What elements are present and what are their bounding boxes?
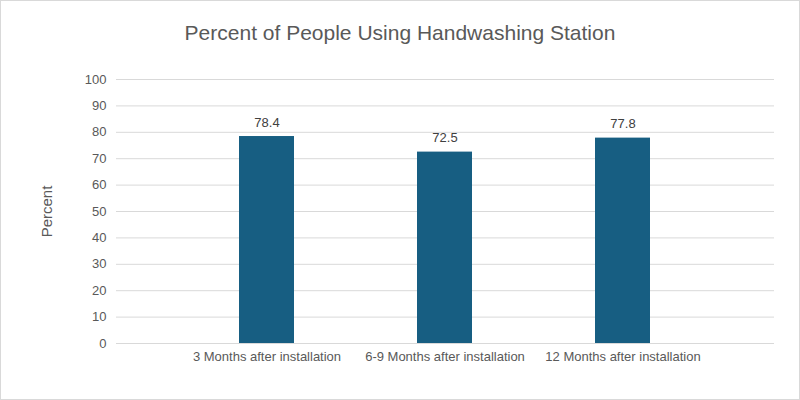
svg-text:72.5: 72.5 — [432, 130, 457, 145]
html-text:Percent of People Using Handwa: Percent of People Using Handwashing Stat… — [184, 21, 616, 44]
svg-text:78.4: 78.4 — [254, 115, 279, 130]
svg-text:60: 60 — [92, 177, 106, 192]
svg-text:30: 30 — [92, 256, 106, 271]
svg-text:12 Months after installation: 12 Months after installation — [545, 349, 700, 364]
svg-text:20: 20 — [92, 283, 106, 298]
svg-text:0: 0 — [99, 336, 106, 351]
svg-text:Percent: Percent — [38, 185, 55, 238]
svg-text:10: 10 — [92, 309, 106, 324]
svg-text:40: 40 — [92, 230, 106, 245]
svg-text:70: 70 — [92, 151, 106, 166]
svg-text:50: 50 — [92, 204, 106, 219]
svg-text:100: 100 — [85, 72, 107, 87]
svg-text:6-9 Months after installation: 6-9 Months after installation — [365, 349, 525, 364]
svg-text:77.8: 77.8 — [610, 116, 635, 131]
svg-text:3 Months after installation: 3 Months after installation — [193, 349, 341, 364]
svg-text:90: 90 — [92, 98, 106, 113]
svg-text:80: 80 — [92, 124, 106, 139]
